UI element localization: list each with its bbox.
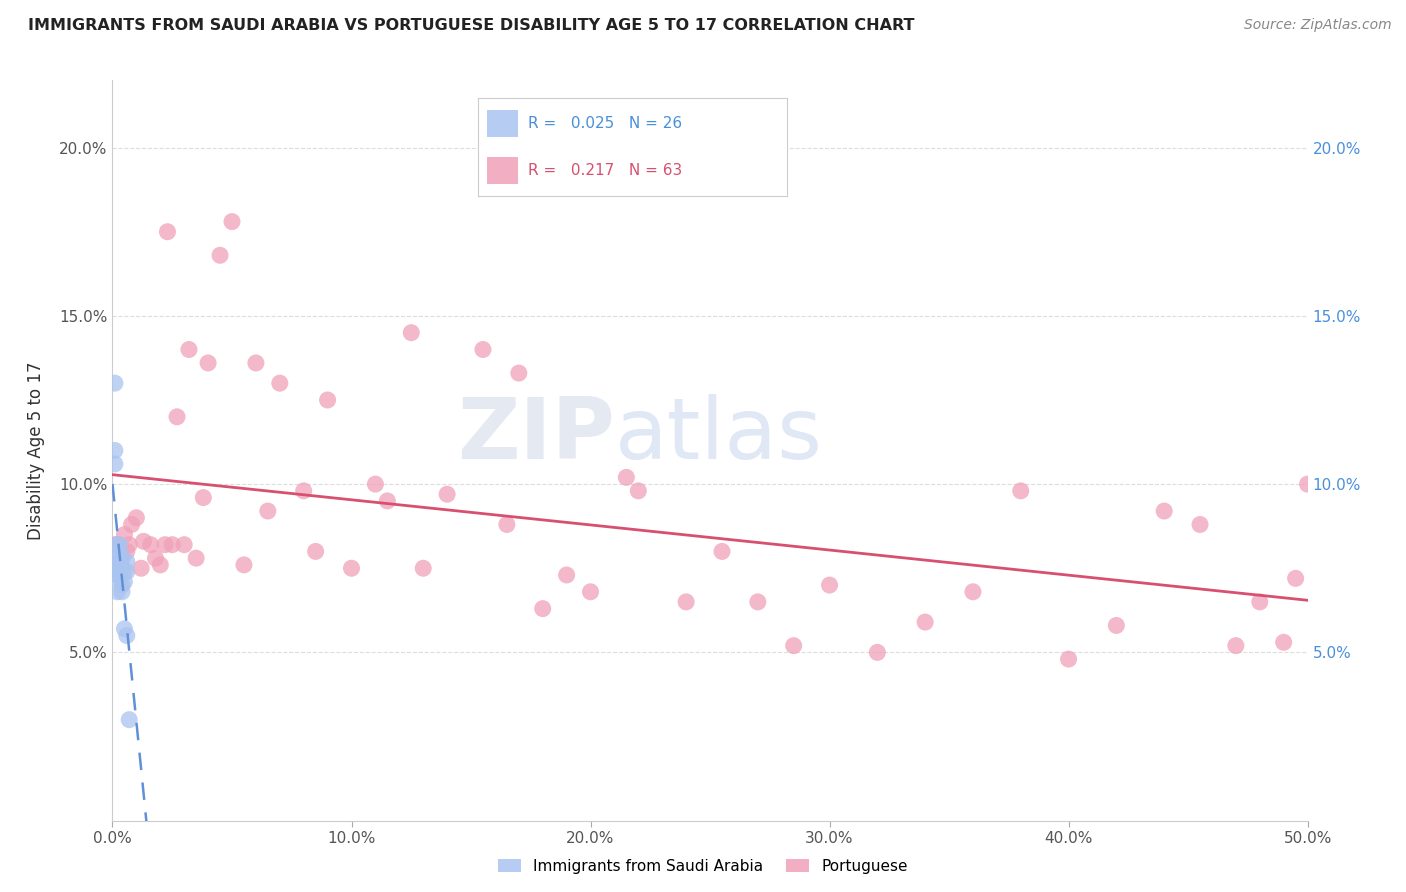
- Point: [193, 491, 215, 505]
- Point: [1225, 639, 1247, 653]
- Point: [377, 494, 399, 508]
- Point: [579, 584, 602, 599]
- Point: [108, 554, 131, 569]
- Point: [111, 551, 134, 566]
- Point: [245, 356, 267, 370]
- Point: [104, 558, 127, 572]
- Point: [1105, 618, 1128, 632]
- Point: [105, 558, 128, 572]
- Point: [818, 578, 841, 592]
- Point: [108, 568, 131, 582]
- Point: [139, 538, 162, 552]
- Point: [104, 538, 127, 552]
- Point: [145, 551, 167, 566]
- Point: [118, 538, 141, 552]
- Point: [292, 483, 315, 498]
- Point: [186, 551, 208, 566]
- Text: R =   0.025   N = 26: R = 0.025 N = 26: [527, 116, 682, 131]
- Point: [115, 628, 138, 642]
- Point: [627, 483, 650, 498]
- Point: [1010, 483, 1032, 498]
- Point: [209, 248, 232, 262]
- Point: [508, 366, 530, 380]
- Point: [305, 544, 328, 558]
- Point: [1189, 517, 1212, 532]
- Point: [555, 568, 578, 582]
- Point: [149, 558, 172, 572]
- Point: [105, 538, 128, 552]
- Point: [104, 457, 127, 471]
- Point: [197, 356, 219, 370]
- Point: [114, 622, 135, 636]
- Point: [675, 595, 697, 609]
- Point: [121, 517, 143, 532]
- Point: [177, 343, 200, 357]
- Point: [866, 645, 889, 659]
- Point: [105, 538, 128, 552]
- Point: [153, 538, 176, 552]
- Text: ZIP: ZIP: [457, 394, 614, 477]
- Point: [269, 376, 291, 391]
- Point: [108, 548, 131, 562]
- Point: [1285, 571, 1308, 585]
- Point: [111, 561, 134, 575]
- Point: [111, 578, 134, 592]
- Point: [1057, 652, 1080, 666]
- Point: [114, 574, 135, 589]
- Point: [472, 343, 495, 357]
- Point: [156, 225, 179, 239]
- Point: [711, 544, 734, 558]
- Point: [1249, 595, 1271, 609]
- Point: [1272, 635, 1295, 649]
- Point: [496, 517, 519, 532]
- Text: atlas: atlas: [614, 394, 823, 477]
- Point: [125, 510, 148, 524]
- Point: [105, 584, 128, 599]
- Point: [747, 595, 769, 609]
- Point: [531, 601, 554, 615]
- Point: [132, 534, 155, 549]
- Point: [129, 561, 152, 575]
- Y-axis label: Disability Age 5 to 17: Disability Age 5 to 17: [27, 361, 45, 540]
- Point: [118, 713, 141, 727]
- Text: R =   0.217   N = 63: R = 0.217 N = 63: [527, 163, 682, 178]
- Point: [104, 443, 127, 458]
- Point: [316, 392, 339, 407]
- Point: [436, 487, 458, 501]
- Legend: Immigrants from Saudi Arabia, Portuguese: Immigrants from Saudi Arabia, Portuguese: [492, 853, 914, 880]
- Point: [166, 409, 188, 424]
- Point: [162, 538, 183, 552]
- Point: [104, 376, 127, 391]
- Point: [364, 477, 387, 491]
- Point: [1153, 504, 1175, 518]
- Point: [257, 504, 280, 518]
- Point: [233, 558, 256, 572]
- Bar: [488, 157, 519, 185]
- Point: [108, 538, 131, 552]
- Point: [108, 571, 131, 585]
- Point: [105, 568, 128, 582]
- Text: IMMIGRANTS FROM SAUDI ARABIA VS PORTUGUESE DISABILITY AGE 5 TO 17 CORRELATION CH: IMMIGRANTS FROM SAUDI ARABIA VS PORTUGUE…: [28, 18, 915, 33]
- Point: [114, 565, 135, 579]
- Point: [962, 584, 984, 599]
- Point: [115, 565, 138, 579]
- Point: [115, 554, 138, 569]
- Point: [221, 214, 243, 228]
- Point: [401, 326, 423, 340]
- Text: Source: ZipAtlas.com: Source: ZipAtlas.com: [1244, 18, 1392, 32]
- Point: [115, 544, 138, 558]
- Point: [105, 565, 128, 579]
- Point: [114, 527, 135, 541]
- Point: [1296, 477, 1319, 491]
- Point: [782, 639, 804, 653]
- Point: [111, 551, 134, 566]
- Bar: [488, 110, 519, 137]
- Point: [111, 584, 134, 599]
- Point: [412, 561, 434, 575]
- Point: [340, 561, 363, 575]
- Point: [914, 615, 936, 629]
- Point: [616, 470, 638, 484]
- Point: [105, 548, 128, 562]
- Point: [173, 538, 195, 552]
